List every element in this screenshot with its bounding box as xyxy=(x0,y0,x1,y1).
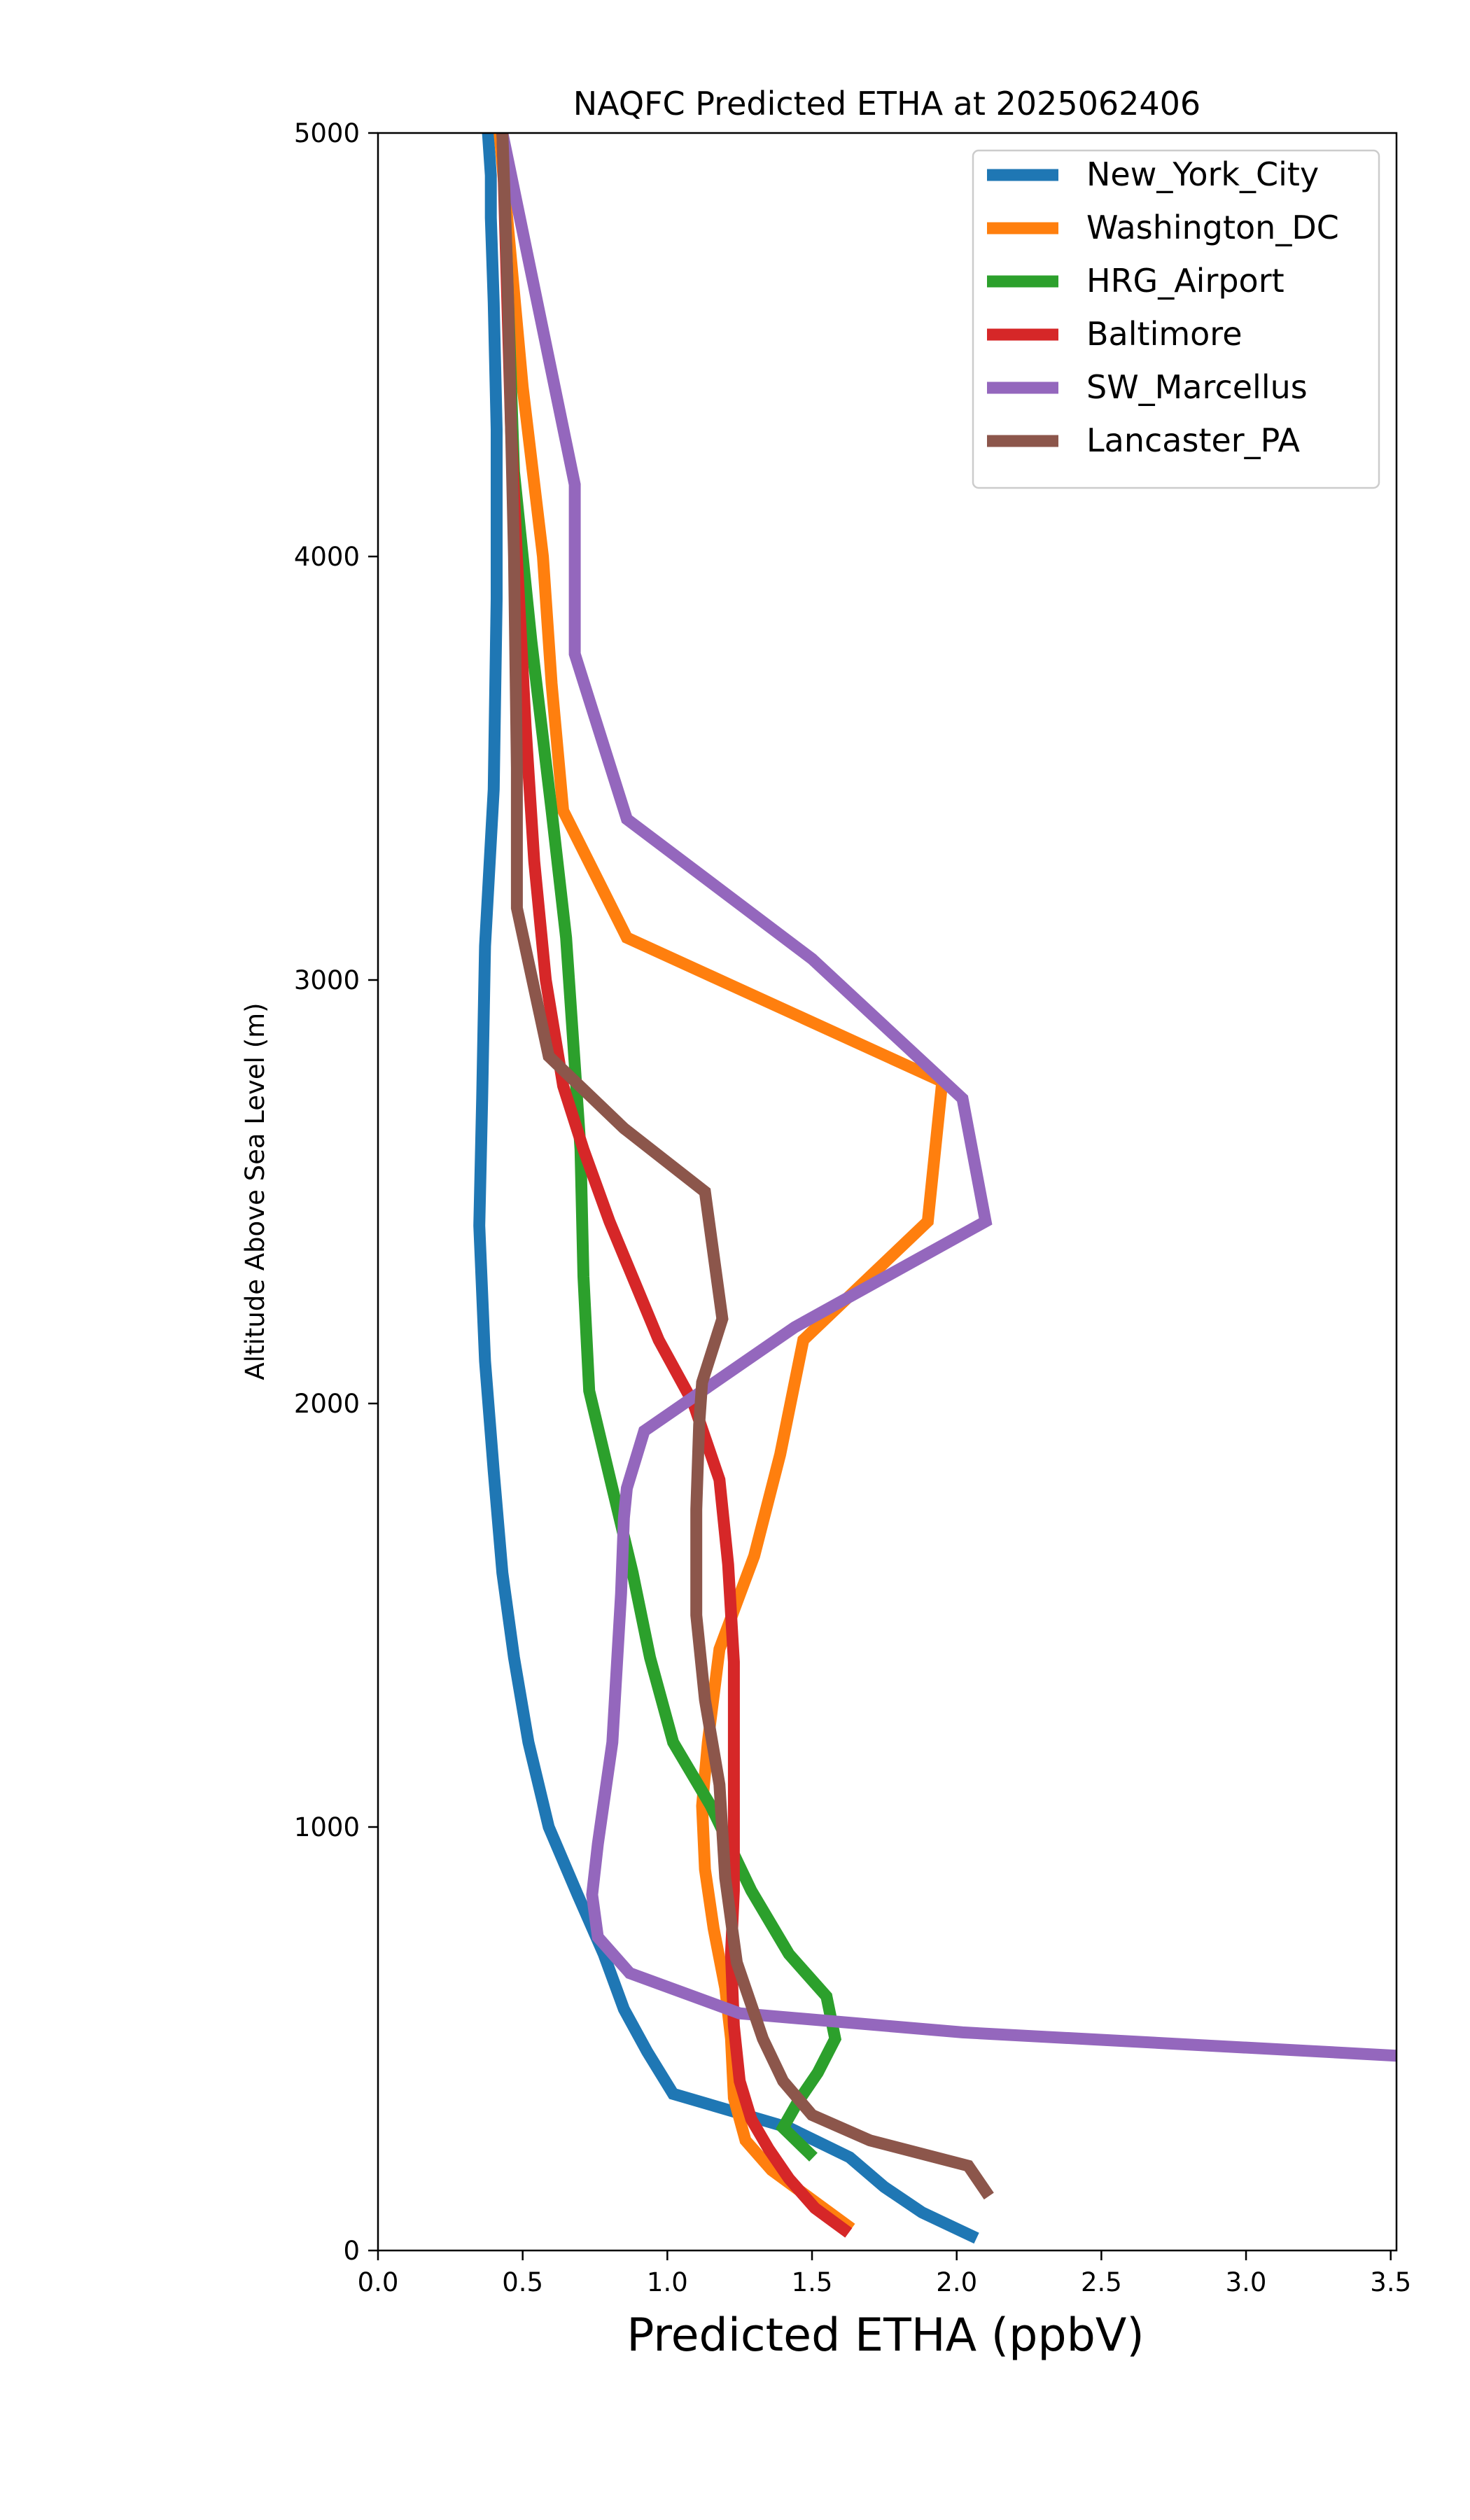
x-tick-label: 3.5 xyxy=(1370,2267,1411,2297)
legend-box xyxy=(972,149,1380,489)
legend: New_York_City Washington_DC HRG_Airport Bal… xyxy=(972,149,1380,489)
y-axis: 0 1000 2000 3000 4000 5000 xyxy=(294,118,378,2266)
y-tick-label: 4000 xyxy=(294,542,360,572)
x-tick-label: 0.0 xyxy=(358,2267,399,2297)
series-line-4 xyxy=(496,133,1396,2062)
legend-label-5: Lancaster_PA xyxy=(1086,421,1300,459)
chart-title: NAQFC Predicted ETHA at 2025062406 xyxy=(573,85,1200,122)
y-tick-label: 1000 xyxy=(294,1812,360,1842)
series-lines xyxy=(473,133,1396,2244)
series-line-5 xyxy=(496,133,994,2200)
x-tick-label: 2.5 xyxy=(1081,2267,1122,2297)
legend-label-1: Washington_DC xyxy=(1086,209,1339,246)
legend-label-2: HRG_Airport xyxy=(1086,262,1284,300)
x-axis-label: Predicted ETHA (ppbV) xyxy=(626,2309,1144,2362)
legend-label-4: SW_Marcellus xyxy=(1086,368,1308,406)
legend-label-3: Baltimore xyxy=(1086,315,1242,353)
x-tick-label: 3.0 xyxy=(1226,2267,1267,2297)
x-axis: 0.0 0.5 1.0 1.5 2.0 2.5 3.0 3.5 xyxy=(358,2250,1411,2297)
series-line-3 xyxy=(496,133,853,2238)
y-tick-label: 2000 xyxy=(294,1389,360,1419)
y-tick-label: 3000 xyxy=(294,965,360,995)
series-line-1 xyxy=(493,133,949,2234)
series-line-2 xyxy=(496,133,842,2162)
legend-label-0: New_York_City xyxy=(1086,155,1319,193)
series-line-0 xyxy=(473,133,979,2244)
x-tick-label: 1.0 xyxy=(647,2267,688,2297)
x-tick-label: 0.5 xyxy=(502,2267,543,2297)
y-tick-label: 5000 xyxy=(294,118,360,148)
y-tick-label: 0 xyxy=(343,2236,360,2266)
x-tick-label: 1.5 xyxy=(792,2267,833,2297)
y-axis-label: Altitude Above Sea Level (m) xyxy=(240,1002,270,1380)
x-tick-label: 2.0 xyxy=(936,2267,977,2297)
plot-frame xyxy=(377,132,1398,2252)
